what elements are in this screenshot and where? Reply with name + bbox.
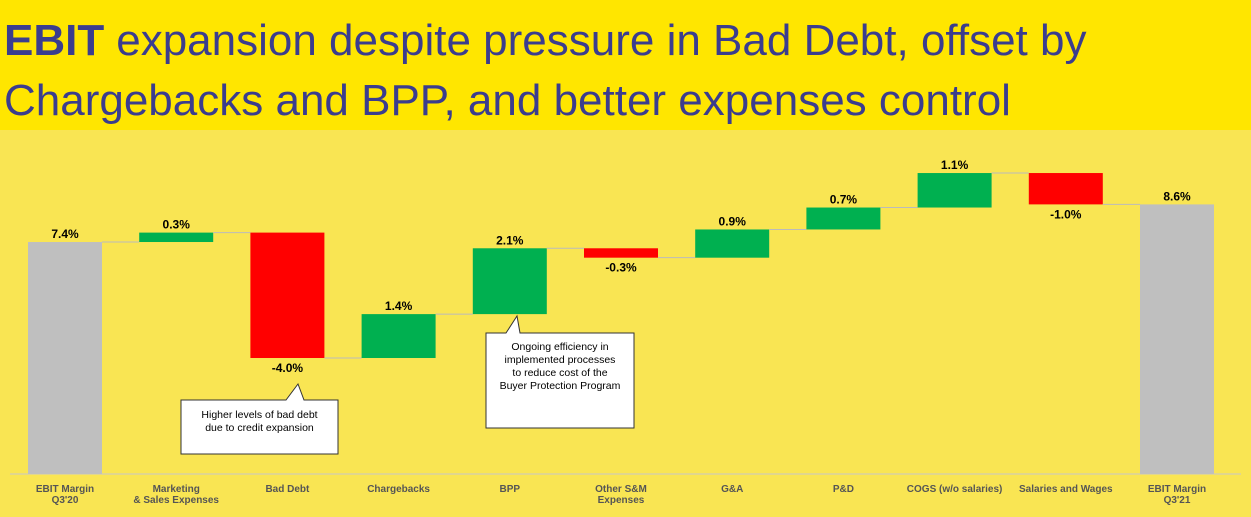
x-tick-label-line: Marketing [153,484,200,495]
value-label: -4.0% [272,361,304,375]
bar [1028,173,1103,205]
x-tick-label-line: & Sales Expenses [133,495,219,506]
value-label: -0.3% [605,261,637,275]
annotation-line: to reduce cost of the [512,367,607,379]
bar [1140,204,1214,474]
x-tick-label-line: COGS (w/o salaries) [907,484,1003,495]
x-tick-label-line: Expenses [598,495,645,506]
title-line-2: Chargebacks and BPP, and better expenses… [4,76,1011,125]
value-label: -1.0% [1050,207,1082,221]
x-tick-label-line: EBIT Margin [36,484,94,495]
bar [917,173,992,208]
value-label: 0.9% [719,214,747,228]
x-tick-label: Bad Debt [265,484,310,495]
value-label: 0.7% [830,193,858,207]
value-label: 1.1% [941,158,969,172]
x-tick-label: Chargebacks [367,484,430,495]
x-tick-label: Salaries and Wages [1019,484,1113,495]
bar [806,207,881,230]
bar [28,242,102,474]
bar [361,314,436,359]
value-label: 8.6% [1163,189,1191,203]
annotation-line: due to credit expansion [205,422,314,434]
title-text: expansion despite pressure in Bad Debt, … [116,16,1086,65]
x-tick-label: P&D [833,484,854,495]
annotation: Ongoing efficiency in implemented process… [500,341,621,392]
x-tick-label-line: Q3'21 [1164,495,1191,506]
title-bold: EBIT [4,16,104,65]
x-tick-label-line: Chargebacks [367,484,430,495]
bar [695,229,770,258]
x-tick-label: EBIT Margin Q3'20 [36,484,94,506]
title-line-1: EBIT expansion despite pressure in Bad De… [4,16,1086,65]
x-tick-label-line: Bad Debt [265,484,310,495]
callout-box [180,382,339,455]
x-tick-label-line: EBIT Margin [1148,484,1206,495]
annotation-line: implemented processes [505,354,616,366]
x-tick-label-line: Salaries and Wages [1019,484,1113,495]
x-tick-label: EBIT Margin Q3'21 [1148,484,1206,506]
x-tick-label: G&A [721,484,743,495]
value-label: 2.1% [496,233,524,247]
x-tick-label: BPP [500,484,521,495]
value-label: 7.4% [51,227,79,241]
bar [472,248,547,315]
annotation-line: Higher levels of bad debt [201,409,317,421]
x-tick-label-line: Q3'20 [52,495,79,506]
value-label: 0.3% [163,218,191,232]
x-tick-label-line: G&A [721,484,743,495]
x-tick-label-line: Other S&M [595,484,647,495]
annotation-line: Buyer Protection Program [500,380,621,392]
x-tick-label: Other S&M Expenses [595,484,647,506]
x-tick-label: COGS (w/o salaries) [907,484,1003,495]
value-label: 1.4% [385,299,413,313]
annotation-line: Ongoing efficiency in [511,341,608,353]
callout-box [485,314,635,429]
bar [584,248,658,258]
x-tick-label-line: BPP [500,484,521,495]
x-tick-label-line: P&D [833,484,854,495]
header-band [0,0,1251,130]
bar [139,232,214,243]
annotation: Higher levels of bad debt due to credit e… [201,409,317,434]
x-tick-label: Marketing & Sales Expenses [133,484,219,506]
bar [250,232,325,359]
